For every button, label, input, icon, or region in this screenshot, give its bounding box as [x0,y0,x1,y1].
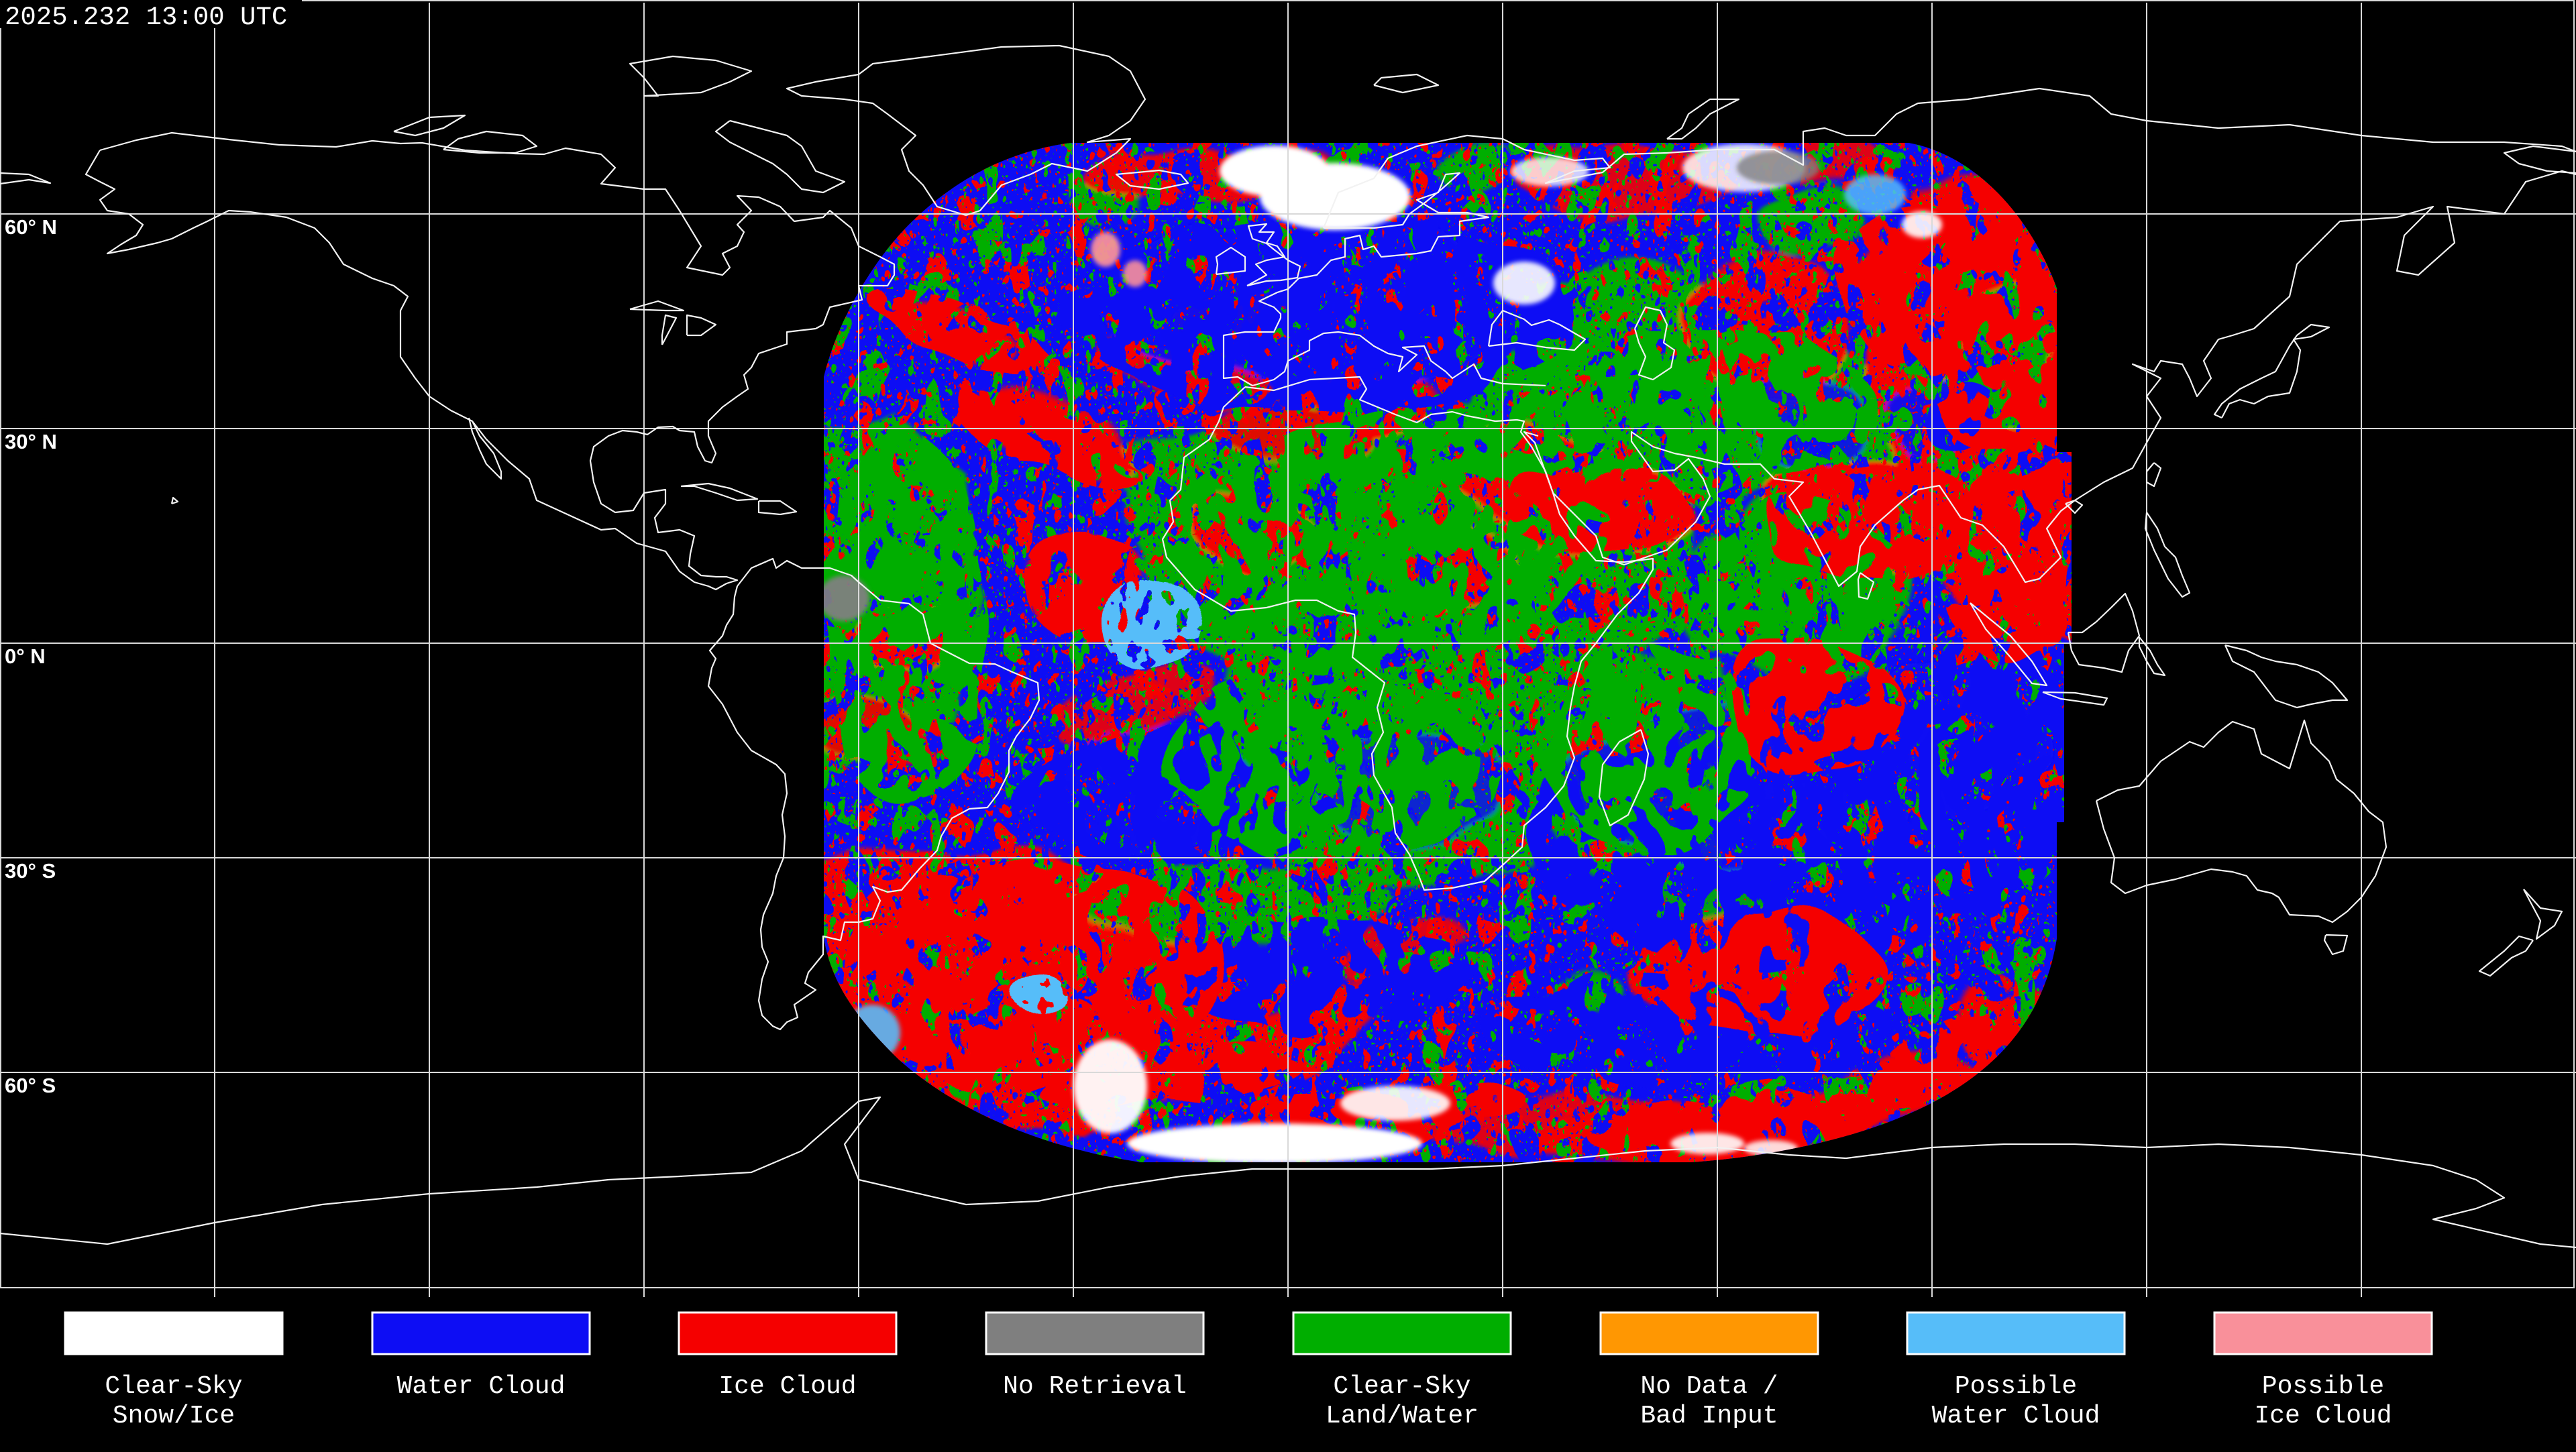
svg-text:Land/Water: Land/Water [1326,1402,1479,1431]
svg-text:Snow/Ice: Snow/Ice [113,1402,235,1431]
svg-text:Ice Cloud: Ice Cloud [718,1372,856,1401]
svg-text:Ice Cloud: Ice Cloud [2254,1402,2392,1431]
svg-text:Possible: Possible [1955,1372,2077,1401]
svg-text:60° N: 60° N [5,215,57,239]
svg-text:Clear-Sky: Clear-Sky [105,1372,242,1401]
svg-text:0° N: 0° N [5,645,46,668]
svg-text:No Data /: No Data / [1640,1372,1778,1401]
svg-text:Water Cloud: Water Cloud [397,1372,566,1401]
svg-text:Possible: Possible [2262,1372,2384,1401]
svg-text:30° N: 30° N [5,430,57,453]
svg-text:Water Cloud: Water Cloud [1932,1402,2100,1431]
svg-text:Clear-Sky: Clear-Sky [1333,1372,1470,1401]
svg-text:Bad Input: Bad Input [1640,1402,1778,1431]
svg-text:30° S: 30° S [5,859,56,883]
svg-text:No Retrieval: No Retrieval [1003,1372,1187,1401]
svg-text:2025.232 13:00 UTC: 2025.232 13:00 UTC [5,3,287,32]
svg-text:60° S: 60° S [5,1074,56,1097]
